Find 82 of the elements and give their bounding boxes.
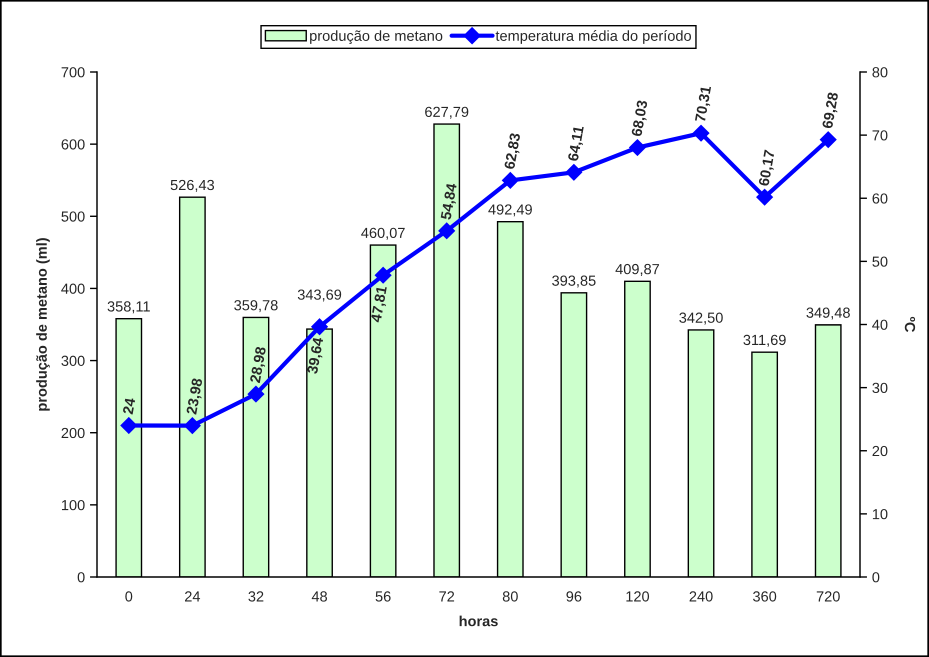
point [438,222,456,240]
y-tick-label: 700 [62,67,85,78]
y2-tick-label: 60 [872,193,888,204]
point [566,164,582,181]
x-tick-label: 96 [566,591,582,602]
x-tick-label: 120 [626,591,650,602]
x-tick-label: 720 [816,591,840,602]
point [120,417,138,434]
data-label: 68,03 [631,100,650,137]
point [820,131,837,148]
point [374,266,392,284]
point [184,417,201,434]
bar [115,318,142,577]
bar [242,316,270,577]
x-tick-label: 56 [376,591,391,602]
y-tick-label: 500 [61,211,85,222]
y2-tick-label: 20 [872,446,888,456]
point [502,172,519,189]
bar [433,123,460,577]
bar [560,292,588,577]
bar [624,280,651,577]
data-label: 60,17 [758,150,777,187]
y2-tick-label: 30 [872,382,888,394]
data-label: 460,07 [361,228,405,240]
y2-tick-label: 40 [872,320,888,330]
data-label: 526,43 [170,180,214,192]
y-axis-title: produção de metano (ml) [36,238,50,411]
x-axis-title: horas [460,616,498,626]
data-label: 393,85 [552,275,596,288]
data-label: 23,98 [186,378,205,416]
y-tick-label: 300 [61,356,85,366]
data-label: 64,11 [568,125,586,162]
data-label: 28,98 [250,346,268,384]
y-tick-label: 100 [62,500,85,510]
x-tick-label: 24 [185,591,200,602]
legend-label: produção de metano [310,30,442,44]
legend-label: temperatura média do período [496,30,691,44]
y2-tick-label: 0 [872,572,880,582]
point [692,124,710,142]
y2-tick-label: 80 [872,67,888,78]
y-tick-label: 400 [61,284,85,294]
data-label: 24 [122,397,136,415]
bar [751,351,778,577]
point [629,139,646,156]
data-label: 627,79 [425,106,468,119]
data-label: 358,11 [108,301,150,314]
data-label: 342,50 [679,312,723,325]
data-label: 409,87 [615,264,660,276]
y2-tick-label: 70 [872,130,888,141]
y-tick-label: 600 [62,139,85,150]
x-tick-label: 360 [753,591,776,602]
y2-tick-label: 50 [872,256,888,267]
y-tick-label: 200 [62,428,85,438]
bar [814,324,842,577]
data-label: 69,28 [822,92,840,130]
data-label: 311,69 [743,334,786,347]
x-tick-label: 48 [312,591,328,602]
data-label: 349,48 [806,308,850,320]
x-tick-label: 80 [502,591,518,602]
bar [688,329,714,577]
x-tick-label: 0 [125,591,132,602]
data-label: 47,81 [370,286,389,324]
x-tick-label: 240 [690,591,713,602]
x-tick-label: 72 [439,591,454,602]
data-label: 359,78 [234,300,278,312]
bar [370,244,397,577]
bar [178,196,206,577]
bar [496,221,524,577]
data-label: 70,31 [694,85,714,122]
point [756,188,773,206]
data-label: 492,49 [488,204,532,216]
bar [306,328,333,577]
data-label: 54,84 [440,182,459,220]
point [248,386,264,402]
y2-axis-title: ºC [904,316,916,332]
point [311,318,328,336]
y-tick-label: 0 [78,572,85,582]
data-label: 62,83 [504,132,522,170]
data-label: 39,64 [306,336,326,375]
data-label: 343,69 [298,289,342,302]
y2-tick-label: 10 [872,508,888,520]
x-tick-label: 32 [248,591,264,602]
